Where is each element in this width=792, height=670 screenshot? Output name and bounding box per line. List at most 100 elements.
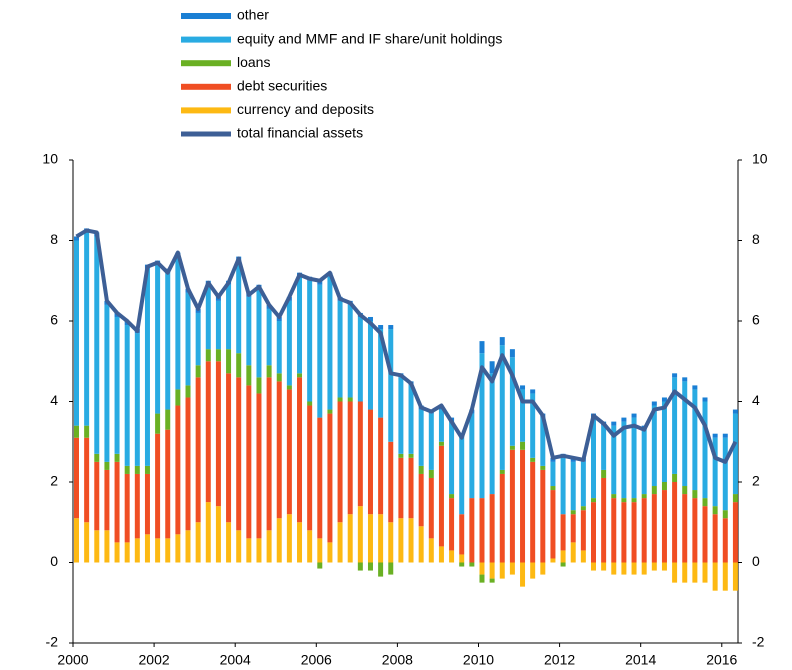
bar-segment [590,502,596,563]
bar-segment [215,506,221,563]
bar-segment [378,562,384,577]
bar-segment [266,377,272,531]
bar-segment [732,494,738,503]
bar-segment [408,518,414,563]
bar-segment [357,562,363,571]
bar-segment [246,296,252,366]
bar-segment [195,377,201,523]
bar-segment [732,409,738,414]
bar-segment [661,401,667,482]
legend-label: equity and MMF and IF share/unit holding… [237,30,502,46]
bar-segment [297,373,303,378]
bar-segment [428,538,434,563]
legend-label: total financial assets [237,125,363,141]
legend-swatch [181,60,231,67]
bar-segment [205,349,211,362]
bar-segment [388,329,394,442]
bar-segment [712,437,718,507]
bar-segment [367,316,373,321]
bar-segment [682,486,688,495]
bar-segment [307,401,313,406]
legend-swatch [181,107,231,114]
bar-segment [74,236,79,241]
bar-segment [337,397,343,402]
bar-segment [499,469,505,474]
bar-segment [459,514,465,555]
bar-segment [428,413,434,470]
bar-segment [651,405,657,487]
bar-segment [378,329,384,418]
bar-segment [236,530,242,563]
bar-segment [175,534,181,563]
bar-segment [570,542,576,563]
legend-label: debt securities [237,78,327,94]
bar-segment [205,284,211,350]
bar-segment [550,461,556,487]
bar-segment [104,461,110,470]
bar-segment [530,393,536,458]
bar-segment [631,413,637,418]
legend-label: loans [237,54,270,70]
bar-segment [621,502,627,563]
bar-segment [134,465,140,474]
y2-tick-label: 6 [752,312,760,328]
line-series [75,228,738,464]
bar-segment [94,453,100,462]
bar-segment [672,373,678,378]
bar-segment [469,498,475,563]
bar-segment [124,325,130,466]
bar-segment [155,264,161,414]
bar-segment [550,486,556,491]
y2-tick-label: 4 [752,392,760,408]
bar-segment [266,365,272,378]
bar-segment [651,562,657,571]
bar-segment [256,538,262,563]
bar-segment [509,357,515,446]
bar-segment [621,498,627,503]
bar-segment [185,292,191,386]
bar-segment [509,445,515,450]
bar-segment [134,473,140,539]
bar-segment [144,465,150,474]
bar-segment [449,421,455,495]
bar-segment [357,401,363,507]
bar-segment [509,349,515,358]
bar-segment [347,514,353,563]
legend-swatch [181,36,231,43]
bar-segment [317,280,323,285]
x-tick-label: 2006 [301,652,332,668]
bar-segment [114,542,120,563]
bar-segment [286,514,292,563]
bar-segment [611,494,617,499]
bar-segment [469,562,475,567]
bar-segment [337,522,343,563]
bar-segment [357,506,363,563]
bar-segment [74,425,79,438]
bar-segment [560,562,566,567]
bar-segment [104,304,110,462]
bar-segment [621,421,627,499]
bar-segment [428,477,434,539]
bar-segment [276,518,282,563]
bar-segment [297,377,303,523]
bar-segment [641,429,647,495]
bar-segment [580,461,586,507]
bar-segment [226,349,232,374]
bar-segment [185,397,191,531]
y-tick-label: 2 [50,473,58,489]
bar-segment [712,514,718,563]
bar-segment [682,494,688,563]
bar-segment [297,522,303,563]
bar-segment [732,413,738,495]
bar-segment [367,514,373,563]
bar-segment [398,377,404,454]
bar-segment [530,457,536,462]
bar-segment [226,284,232,350]
x-tick-label: 2012 [544,652,575,668]
bar-segment [246,365,252,386]
bar-segment [540,465,546,470]
bar-segment [560,550,566,563]
bar-segment [276,373,282,382]
bar-segment [205,361,211,503]
bar-segment [601,425,607,470]
